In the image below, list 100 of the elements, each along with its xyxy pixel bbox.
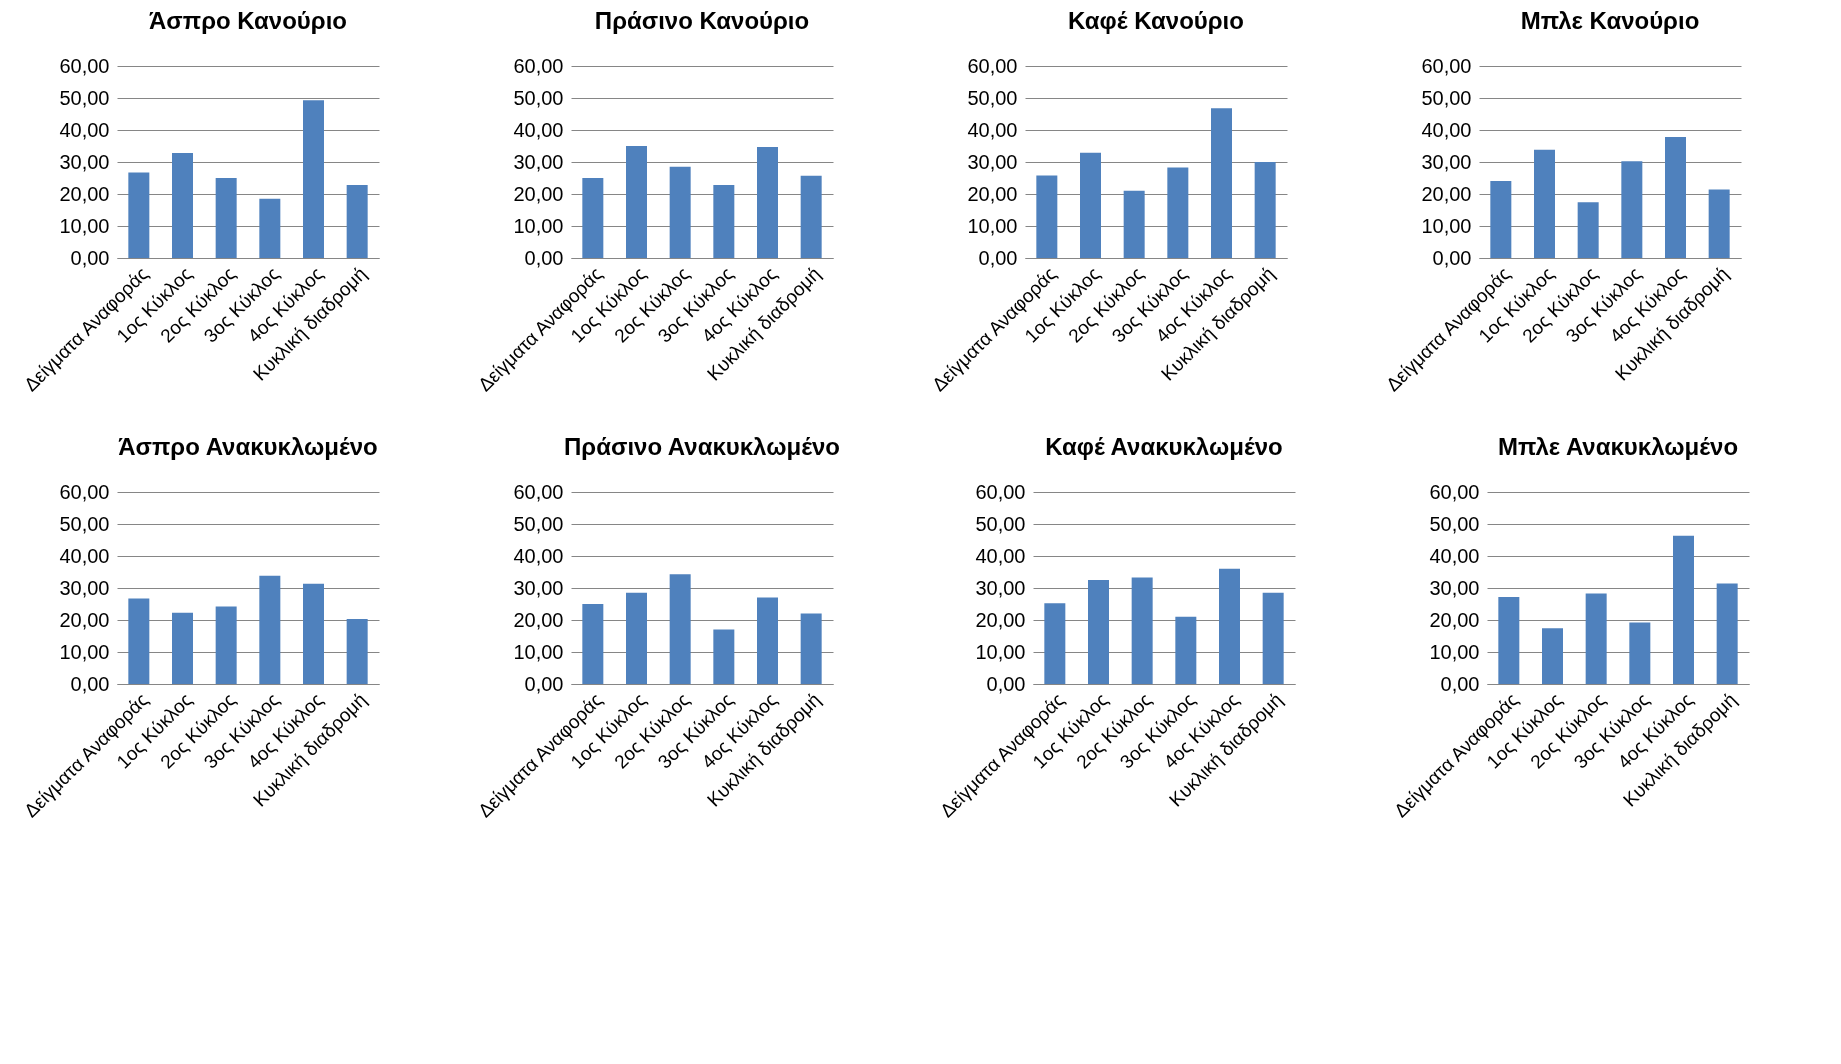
chart-title: Πράσινο Κανούριο [594,7,810,34]
bar [713,629,735,684]
bar [172,612,193,684]
y-tick-label: 60,00 [513,54,564,77]
chart-title: Άσπρο Ανακυκλωμένο [118,433,378,460]
bar [800,175,822,258]
bar [626,146,647,258]
y-tick-label: 30,00 [967,150,1018,173]
bar [1577,202,1599,258]
bar [757,146,778,258]
bar [1044,603,1066,684]
y-tick-label: 0,00 [524,246,564,269]
y-tick-label: 20,00 [1429,608,1480,631]
y-tick-label: 10,00 [975,640,1026,663]
bar [1175,616,1197,684]
y-tick-label: 10,00 [513,640,564,663]
bar [346,619,368,684]
bar [1080,152,1101,258]
y-tick-label: 0,00 [70,246,110,269]
y-tick-label: 0,00 [978,246,1018,269]
y-tick-label: 10,00 [1421,214,1472,237]
chart-title: Καφέ Ανακυκλωμένο [1045,433,1283,460]
y-tick-label: 50,00 [59,512,110,535]
y-tick-label: 20,00 [975,608,1026,631]
y-tick-label: 60,00 [967,54,1018,77]
y-tick-label: 20,00 [1421,182,1472,205]
bar [1708,189,1730,258]
y-tick-label: 0,00 [70,672,110,695]
bar [626,592,647,684]
y-tick-label: 50,00 [967,86,1018,109]
bar [128,172,150,258]
bar [1629,622,1651,684]
y-tick-label: 10,00 [59,214,110,237]
bar [1167,167,1189,258]
bar [215,606,237,684]
bar [1542,628,1563,684]
bar [215,178,237,258]
bar [582,178,604,258]
y-tick-label: 60,00 [59,480,110,503]
y-tick-label: 40,00 [59,118,110,141]
bar [1254,162,1276,258]
y-tick-label: 30,00 [513,150,564,173]
y-tick-label: 40,00 [1421,118,1472,141]
bar [669,166,691,258]
y-tick-label: 0,00 [1440,672,1480,695]
y-tick-label: 60,00 [513,480,564,503]
bar [1036,175,1058,258]
y-tick-label: 60,00 [1429,480,1480,503]
y-tick-label: 50,00 [513,512,564,535]
y-tick-label: 50,00 [513,86,564,109]
bar [1131,577,1153,684]
y-tick-label: 40,00 [513,118,564,141]
y-tick-label: 30,00 [59,150,110,173]
bar [259,575,281,684]
y-tick-label: 60,00 [1421,54,1472,77]
bar [303,100,324,258]
y-tick-label: 50,00 [1429,512,1480,535]
bar [303,583,324,684]
y-tick-label: 20,00 [59,182,110,205]
bar [1716,583,1738,684]
chart-title: Άσπρο Κανούριο [149,7,347,34]
y-tick-label: 20,00 [967,182,1018,205]
y-tick-label: 10,00 [59,640,110,663]
y-tick-label: 50,00 [975,512,1026,535]
y-tick-label: 40,00 [1429,544,1480,567]
y-tick-label: 30,00 [1421,150,1472,173]
y-tick-label: 0,00 [524,672,564,695]
bar [1585,593,1607,684]
y-tick-label: 50,00 [1421,86,1472,109]
y-tick-label: 30,00 [1429,576,1480,599]
chart-title: Πράσινο Ανακυκλωμένο [564,433,840,460]
bar [800,613,822,684]
y-tick-label: 20,00 [513,182,564,205]
chart-title: Καφέ Κανούριο [1068,7,1244,34]
bar [1673,535,1694,684]
chart-title: Μπλε Κανούριο [1520,7,1700,34]
y-tick-label: 60,00 [59,54,110,77]
y-tick-label: 30,00 [975,576,1026,599]
bar [1123,190,1145,258]
bar [757,597,778,684]
y-tick-label: 20,00 [513,608,564,631]
y-tick-label: 60,00 [975,480,1026,503]
y-tick-label: 20,00 [59,608,110,631]
bar [1211,108,1232,258]
y-tick-label: 0,00 [1432,246,1472,269]
bar [1498,596,1520,684]
bar [1219,568,1240,684]
bar [1665,137,1686,258]
y-tick-label: 10,00 [967,214,1018,237]
y-tick-label: 30,00 [59,576,110,599]
y-tick-label: 50,00 [59,86,110,109]
bar [1621,161,1643,258]
y-tick-label: 10,00 [1429,640,1480,663]
bar [1490,180,1512,258]
y-tick-label: 40,00 [967,118,1018,141]
bar [1534,149,1555,258]
bar [669,574,691,684]
y-tick-label: 30,00 [513,576,564,599]
y-tick-label: 40,00 [975,544,1026,567]
bar [713,185,735,258]
